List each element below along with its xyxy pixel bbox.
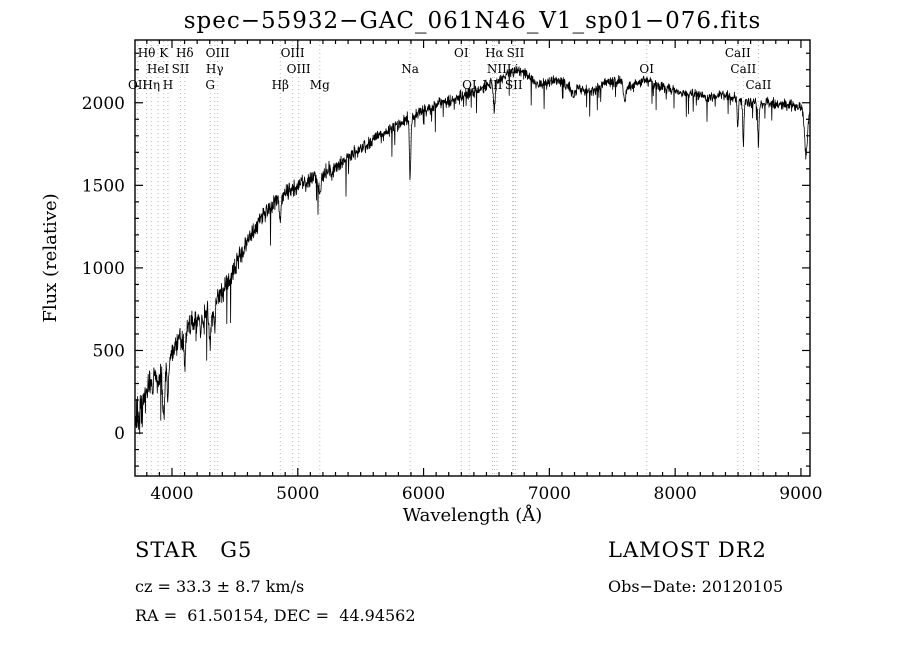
- spectral-line-labels: OII Hθ Hη HeI K H SII Hδ G Hγ OIII Hβ OIII OIII Mg Na OI…: [128, 46, 772, 92]
- cz-velocity-text: cz = 33.3 ± 8.7 km/s: [135, 577, 305, 596]
- spectral-line-label: K: [159, 46, 169, 60]
- spectral-line-label: Hγ: [206, 62, 224, 76]
- plot-title: spec−55932−GAC_061N46_V1_sp01−076.fits: [183, 8, 762, 34]
- survey-release-label: LAMOST DR2: [608, 538, 767, 562]
- tick-labels: 4000 5000 6000 7000 8000 9000 0 500 1000 1500 2000: [82, 94, 823, 504]
- spectral-line-label: SII: [172, 62, 190, 76]
- spectral-line-label: SII: [505, 78, 523, 92]
- spectral-line-label: G: [205, 78, 215, 92]
- object-classification: STAR G5: [135, 538, 253, 562]
- spectral-line-label: Hα: [485, 46, 504, 60]
- spectral-line-label: OI: [454, 46, 469, 60]
- spectral-line-label: OIII: [206, 46, 230, 60]
- obs-date-text: Obs−Date: 20120105: [608, 577, 784, 596]
- spectral-line-label: NII: [487, 62, 507, 76]
- axis-ticks: [135, 40, 810, 476]
- spectral-line-label: CaII: [746, 78, 772, 92]
- spectral-line-label: OIII: [281, 46, 305, 60]
- y-tick-label: 1500: [82, 176, 125, 196]
- x-tick-label: 4000: [150, 484, 193, 504]
- y-axis-label: Flux (relative): [40, 193, 61, 322]
- spectral-line-label: SII: [507, 46, 525, 60]
- spectral-line-label: H: [163, 78, 173, 92]
- spectral-line-label: NII: [483, 78, 503, 92]
- ra-dec-coordinates: RA = 61.50154, DEC = 44.94562: [135, 606, 416, 625]
- axis-box: [134, 39, 811, 477]
- spectral-line-label: Hδ: [176, 46, 194, 60]
- spectral-line-label: OI: [462, 78, 477, 92]
- spectrum-line: [135, 66, 810, 435]
- x-tick-label: 5000: [276, 484, 319, 504]
- x-tick-label: 7000: [528, 484, 571, 504]
- y-tick-label: 2000: [82, 94, 125, 114]
- x-axis-label: Wavelength (Å): [403, 504, 543, 526]
- y-tick-label: 1000: [82, 259, 125, 279]
- spectral-line-label: OIII: [287, 62, 311, 76]
- spectral-line-label: Li: [507, 62, 519, 76]
- spectral-line-label: CaII: [725, 46, 751, 60]
- spectral-line-label: Hη: [142, 78, 160, 92]
- x-tick-label: 6000: [402, 484, 445, 504]
- x-tick-label: 8000: [654, 484, 697, 504]
- spectral-line-label: Hθ: [138, 46, 156, 60]
- spectral-line-label: HeI: [147, 62, 170, 76]
- spectral-line-label: OII: [128, 78, 148, 92]
- spectral-line-label: CaII: [730, 62, 756, 76]
- y-tick-label: 0: [114, 424, 125, 444]
- spectral-line-markers: [137, 41, 759, 475]
- x-tick-label: 9000: [779, 484, 822, 504]
- spectral-line-label: Na: [401, 62, 419, 76]
- spectral-line-label: Mg: [310, 78, 330, 92]
- spectral-line-label: OI: [639, 62, 654, 76]
- spectrum-plot: 4000 5000 6000 7000 8000 9000 0 500 1000 1500 2000…: [40, 39, 823, 526]
- y-tick-label: 500: [93, 341, 125, 361]
- spectral-line-label: Hβ: [272, 78, 289, 92]
